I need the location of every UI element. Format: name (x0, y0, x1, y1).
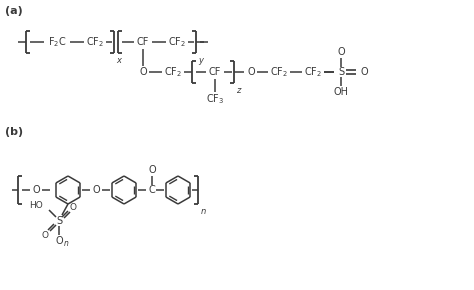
Text: O: O (247, 67, 255, 77)
Text: x: x (116, 56, 121, 65)
Text: C: C (149, 185, 155, 195)
Text: O: O (70, 202, 76, 211)
Text: CF: CF (137, 37, 149, 47)
Text: O: O (148, 165, 156, 175)
Text: $\mathregular{CF_2}$: $\mathregular{CF_2}$ (164, 65, 182, 79)
Text: S: S (338, 67, 344, 77)
Text: $\mathregular{CF_2}$: $\mathregular{CF_2}$ (304, 65, 322, 79)
Text: HO: HO (29, 200, 43, 209)
Text: $\mathregular{F_2C}$: $\mathregular{F_2C}$ (48, 35, 66, 49)
Text: O: O (92, 185, 100, 195)
Text: $\mathregular{CF_2}$: $\mathregular{CF_2}$ (270, 65, 288, 79)
Text: n: n (201, 207, 206, 216)
Text: (b): (b) (5, 127, 23, 137)
Text: y: y (198, 56, 203, 65)
Text: O: O (32, 185, 40, 195)
Text: $\mathregular{CF_2}$: $\mathregular{CF_2}$ (86, 35, 104, 49)
Text: z: z (236, 86, 240, 95)
Text: OH: OH (334, 87, 348, 97)
Text: $\mathregular{CF_2}$: $\mathregular{CF_2}$ (168, 35, 186, 49)
Text: (a): (a) (5, 6, 23, 16)
Text: S: S (56, 216, 62, 226)
Text: O: O (337, 47, 345, 57)
Text: $\mathregular{CF_3}$: $\mathregular{CF_3}$ (206, 92, 224, 106)
Text: CF: CF (209, 67, 221, 77)
Text: n: n (64, 240, 69, 249)
Text: O: O (361, 67, 369, 77)
Text: O: O (55, 236, 63, 246)
Text: O: O (42, 231, 48, 240)
Text: O: O (139, 67, 147, 77)
